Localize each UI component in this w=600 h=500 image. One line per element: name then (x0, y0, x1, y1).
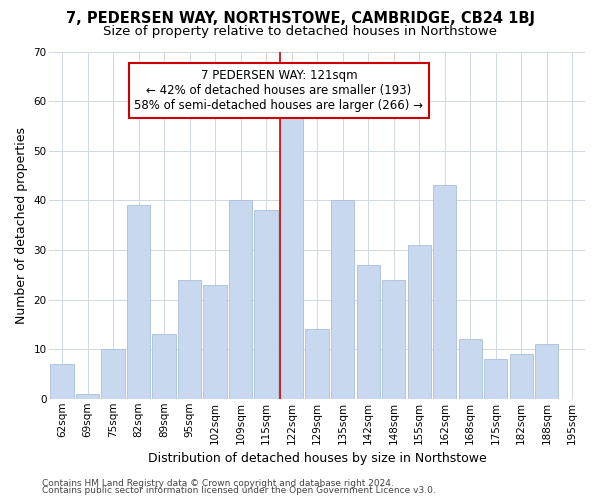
Bar (305, 330, 329, 399)
Text: 7 PEDERSEN WAY: 121sqm
← 42% of detached houses are smaller (193)
58% of semi-de: 7 PEDERSEN WAY: 121sqm ← 42% of detached… (134, 69, 424, 112)
Text: Contains public sector information licensed under the Open Government Licence v3: Contains public sector information licen… (42, 486, 436, 495)
Bar (127, 206, 151, 399)
Bar (407, 245, 431, 399)
Bar (535, 344, 559, 399)
Bar (433, 186, 457, 399)
Bar (331, 200, 355, 399)
Bar (76, 394, 100, 399)
Bar (203, 284, 227, 399)
X-axis label: Distribution of detached houses by size in Northstowe: Distribution of detached houses by size … (148, 452, 487, 465)
Bar (458, 339, 482, 399)
Bar (50, 364, 74, 399)
Bar (101, 349, 125, 399)
Bar (254, 210, 278, 399)
Text: Contains HM Land Registry data © Crown copyright and database right 2024.: Contains HM Land Registry data © Crown c… (42, 478, 394, 488)
Bar (382, 280, 406, 399)
Bar (152, 334, 176, 399)
Text: Size of property relative to detached houses in Northstowe: Size of property relative to detached ho… (103, 25, 497, 38)
Bar (356, 265, 380, 399)
Text: 7, PEDERSEN WAY, NORTHSTOWE, CAMBRIDGE, CB24 1BJ: 7, PEDERSEN WAY, NORTHSTOWE, CAMBRIDGE, … (65, 12, 535, 26)
Bar (484, 359, 508, 399)
Y-axis label: Number of detached properties: Number of detached properties (15, 126, 28, 324)
Bar (280, 116, 304, 399)
Bar (178, 280, 202, 399)
Bar (509, 354, 533, 399)
Bar (229, 200, 253, 399)
